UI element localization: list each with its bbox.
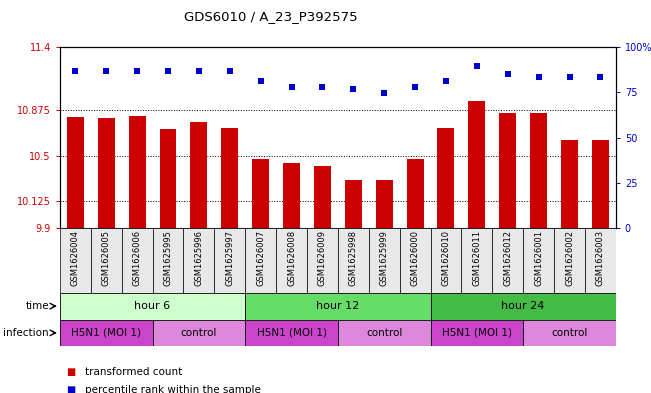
Bar xyxy=(152,320,245,346)
Bar xyxy=(276,228,307,293)
Point xyxy=(441,78,451,84)
Bar xyxy=(523,228,554,293)
Bar xyxy=(159,129,176,228)
Point xyxy=(255,78,266,84)
Text: hour 6: hour 6 xyxy=(135,301,171,311)
Point xyxy=(194,68,204,74)
Bar xyxy=(67,117,84,228)
Text: GSM1626000: GSM1626000 xyxy=(411,230,420,286)
Text: GSM1625995: GSM1625995 xyxy=(163,230,173,286)
Text: GSM1625996: GSM1625996 xyxy=(195,230,203,286)
Bar xyxy=(90,228,122,293)
Text: GSM1626001: GSM1626001 xyxy=(534,230,543,286)
Bar xyxy=(60,293,245,320)
Bar xyxy=(585,228,616,293)
Bar xyxy=(338,320,430,346)
Text: H5N1 (MOI 1): H5N1 (MOI 1) xyxy=(71,328,141,338)
Point xyxy=(564,74,575,81)
Bar xyxy=(152,228,184,293)
Bar xyxy=(221,128,238,228)
Bar xyxy=(468,101,486,228)
Point xyxy=(471,63,482,70)
Point xyxy=(132,68,143,74)
Text: hour 12: hour 12 xyxy=(316,301,359,311)
Text: infection: infection xyxy=(3,328,49,338)
Point xyxy=(317,84,327,90)
Point xyxy=(163,68,173,74)
Point xyxy=(286,84,297,90)
Text: GSM1626004: GSM1626004 xyxy=(71,230,80,286)
Text: GSM1626010: GSM1626010 xyxy=(441,230,450,286)
Bar xyxy=(345,180,362,228)
Bar xyxy=(407,159,424,228)
Bar xyxy=(129,116,146,228)
Text: H5N1 (MOI 1): H5N1 (MOI 1) xyxy=(256,328,327,338)
Bar xyxy=(214,228,245,293)
Bar xyxy=(245,228,276,293)
Bar xyxy=(307,228,338,293)
Bar xyxy=(437,128,454,228)
Bar xyxy=(283,163,300,228)
Bar xyxy=(592,140,609,228)
Text: control: control xyxy=(181,328,217,338)
Point xyxy=(225,68,235,74)
Bar xyxy=(190,122,208,228)
Text: percentile rank within the sample: percentile rank within the sample xyxy=(85,385,260,393)
Bar xyxy=(314,167,331,228)
Bar xyxy=(430,320,523,346)
Point xyxy=(410,84,421,90)
Bar xyxy=(184,228,214,293)
Text: ■: ■ xyxy=(66,367,76,377)
Text: GSM1626008: GSM1626008 xyxy=(287,230,296,286)
Point xyxy=(379,90,389,96)
Point xyxy=(595,74,605,81)
Point xyxy=(70,68,81,74)
Text: GSM1626002: GSM1626002 xyxy=(565,230,574,286)
Point xyxy=(503,70,513,77)
Bar xyxy=(462,228,492,293)
Bar xyxy=(376,180,393,228)
Bar xyxy=(252,159,269,228)
Text: transformed count: transformed count xyxy=(85,367,182,377)
Bar xyxy=(554,228,585,293)
Point xyxy=(348,86,359,92)
Text: GDS6010 / A_23_P392575: GDS6010 / A_23_P392575 xyxy=(184,10,358,23)
Text: GSM1625999: GSM1625999 xyxy=(380,230,389,286)
Text: GSM1626006: GSM1626006 xyxy=(133,230,142,286)
Bar xyxy=(400,228,430,293)
Bar xyxy=(523,320,616,346)
Text: ■: ■ xyxy=(66,385,76,393)
Text: GSM1626005: GSM1626005 xyxy=(102,230,111,286)
Bar xyxy=(430,228,462,293)
Text: GSM1626011: GSM1626011 xyxy=(473,230,481,286)
Bar xyxy=(122,228,152,293)
Bar xyxy=(430,293,616,320)
Text: control: control xyxy=(551,328,588,338)
Bar xyxy=(338,228,368,293)
Text: GSM1626003: GSM1626003 xyxy=(596,230,605,286)
Text: GSM1625998: GSM1625998 xyxy=(349,230,358,286)
Bar xyxy=(60,320,152,346)
Text: GSM1626012: GSM1626012 xyxy=(503,230,512,286)
Bar xyxy=(368,228,400,293)
Bar xyxy=(98,118,115,228)
Text: control: control xyxy=(366,328,402,338)
Text: time: time xyxy=(25,301,49,311)
Text: hour 24: hour 24 xyxy=(501,301,545,311)
Bar xyxy=(245,320,338,346)
Bar xyxy=(60,228,90,293)
Point xyxy=(533,74,544,81)
Bar xyxy=(492,228,523,293)
Bar xyxy=(245,293,430,320)
Bar xyxy=(499,114,516,228)
Text: H5N1 (MOI 1): H5N1 (MOI 1) xyxy=(442,328,512,338)
Text: GSM1626009: GSM1626009 xyxy=(318,230,327,286)
Bar xyxy=(561,140,578,228)
Point xyxy=(101,68,111,74)
Bar xyxy=(530,114,547,228)
Text: GSM1626007: GSM1626007 xyxy=(256,230,265,286)
Text: GSM1625997: GSM1625997 xyxy=(225,230,234,286)
